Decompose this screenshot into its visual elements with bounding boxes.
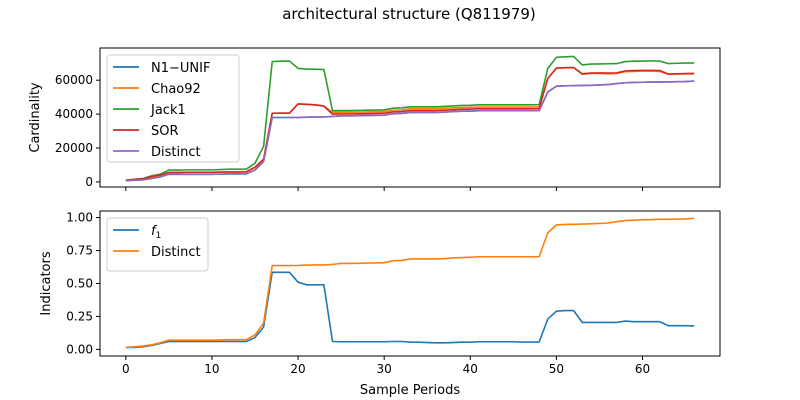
x-tick-label: 40 xyxy=(463,362,478,376)
series-line-distinct xyxy=(125,217,695,349)
y-tick-label: 0.50 xyxy=(66,277,93,291)
legend-entry: f1 xyxy=(151,224,161,241)
x-tick-label: 30 xyxy=(377,362,392,376)
series-line-f xyxy=(125,271,695,349)
legend-entry: Jack1 xyxy=(150,103,186,118)
series-line-distinct xyxy=(125,80,695,182)
legend-box xyxy=(106,54,240,163)
legend-entry: Distinct xyxy=(151,245,201,260)
legend-entry: Distinct xyxy=(151,145,201,160)
axes-frame xyxy=(99,47,721,188)
series-line-jack1 xyxy=(125,55,695,182)
y-tick-label: 40000 xyxy=(55,107,93,121)
legend-entry: SOR xyxy=(151,124,179,139)
legend-entry: Chao92 xyxy=(151,82,201,97)
x-tick-label: 60 xyxy=(635,362,650,376)
x-tick-label: 0 xyxy=(122,362,130,376)
y-tick-label: 60000 xyxy=(55,73,93,87)
x-tick-label: 10 xyxy=(204,362,219,376)
y-tick-label: 1.00 xyxy=(66,211,93,225)
series-line-sor xyxy=(125,66,695,182)
cardinality-panel: 0 20000 40000 60000 Cardinality N1−UNIF Chao92… xyxy=(28,47,721,191)
legend-entry: N1−UNIF xyxy=(151,61,210,76)
legend: f1 Distinct xyxy=(106,217,209,272)
y-tick-label: 0.25 xyxy=(66,309,93,323)
y-axis-label: Cardinality xyxy=(28,82,43,153)
legend-box xyxy=(106,217,209,272)
indicators-panel: 0 10 20 30 40 50 60 0.00 0.25 0.50 0.75 1.00 Indicat… xyxy=(39,210,721,398)
y-tick-label: 20000 xyxy=(55,141,93,155)
y-tick-label: 0 xyxy=(85,175,93,189)
legend-entry-subscript: 1 xyxy=(156,231,162,241)
x-axis-label: Sample Periods xyxy=(360,383,460,398)
y-tick-label: 0.75 xyxy=(66,244,93,258)
y-tick-label: 0.00 xyxy=(66,342,93,356)
y-axis-label: Indicators xyxy=(39,251,54,315)
legend: N1−UNIF Chao92 Jack1 SOR Distinct xyxy=(106,54,240,163)
figure-title: architectural structure (Q811979) xyxy=(282,5,536,23)
x-tick-label: 50 xyxy=(549,362,564,376)
x-tick-label: 20 xyxy=(290,362,305,376)
